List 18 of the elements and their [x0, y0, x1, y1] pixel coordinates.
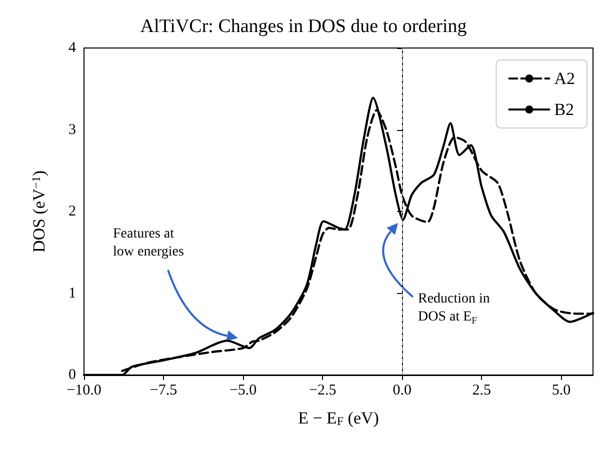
annotation: Features at low energies: [113, 226, 184, 260]
x-tick-label: −7.5: [150, 382, 178, 398]
y-tick-label: 3: [68, 122, 76, 138]
x-tick-label: −2.5: [308, 382, 336, 398]
x-tick-label: 2.5: [472, 382, 492, 398]
y-tick-label: 1: [68, 285, 76, 302]
y-tick-label: 2: [68, 204, 76, 220]
x-tick-label: 0.0: [392, 382, 412, 398]
y-axis-title: DOS (eV−1): [29, 170, 49, 253]
x-tick-label: −10.0: [66, 382, 102, 398]
x-tick-label: −5.0: [229, 382, 257, 398]
y-tick-label: 4: [68, 40, 76, 56]
legend-label: A2: [554, 69, 576, 88]
y-tick-label: 0: [68, 367, 76, 383]
x-tick-label: 5.0: [552, 382, 571, 398]
chart-title: AlTiVCr: Changes in DOS due to ordering: [140, 16, 468, 37]
legend-label: B2: [554, 100, 574, 119]
x-axis-title: E − EF (eV): [298, 408, 379, 428]
